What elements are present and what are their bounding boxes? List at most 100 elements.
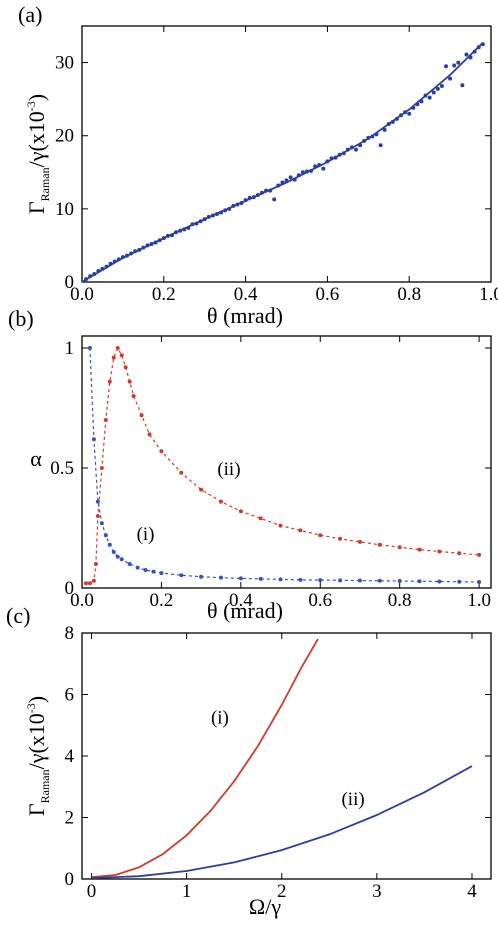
data-point-b-i [135, 565, 140, 570]
panel-a: (a) ΓRaman/γ(x10-3) θ (mrad) 0.0 0.2 0.4 0.… [18, 2, 498, 328]
data-point-a [165, 233, 170, 238]
ticks-c: 0 1 2 3 4 0 2 4 6 8 [65, 623, 491, 902]
data-point-b-ii [298, 528, 303, 533]
data-point-a [476, 45, 481, 50]
data-point-b-ii [99, 466, 104, 470]
data-point-a [456, 60, 461, 65]
x-tick-label-c: 3 [372, 881, 382, 902]
data-point-a [239, 201, 244, 206]
data-point-a [292, 177, 297, 182]
y-tick-label-a: 0 [65, 272, 75, 293]
data-point-b-i [87, 346, 92, 350]
data-point-a [284, 178, 289, 183]
x-tick-label-a: 0.4 [234, 284, 258, 305]
y-tick-label-b: 0.5 [50, 458, 74, 479]
x-tick-label-a: 0.8 [397, 284, 421, 305]
data-point-b-i [298, 577, 303, 582]
data-point-a [186, 225, 191, 230]
data-point-a [435, 86, 440, 91]
data-point-b-i [397, 579, 402, 584]
data-point-a [231, 203, 236, 208]
data-point-a [407, 111, 412, 116]
x-tick-label-b: 1.0 [467, 590, 491, 611]
marks-c: (i) (ii) [91, 638, 473, 879]
data-point-a [153, 240, 158, 245]
data-point-b-i [179, 573, 184, 578]
data-point-a [96, 269, 101, 274]
data-point-b-i [99, 521, 104, 526]
data-point-b-ii [119, 353, 124, 358]
data-point-a [100, 266, 105, 271]
data-point-b-ii [457, 551, 462, 556]
panel-label-b: (b) [8, 306, 34, 331]
data-point-b-ii [147, 432, 152, 437]
x-tick-label-c: 2 [277, 881, 287, 902]
data-point-a [169, 233, 174, 238]
y-axis-label-b: α [30, 446, 42, 471]
data-point-a [182, 227, 187, 232]
data-point-a [321, 166, 326, 171]
data-point-a [104, 264, 109, 269]
data-point-a [120, 255, 125, 260]
data-point-b-i [107, 542, 112, 547]
series-line-c-ii [91, 765, 473, 879]
data-point-a [382, 127, 387, 132]
data-point-a [210, 213, 215, 218]
x-axis-label-a: θ (mrad) [207, 303, 283, 328]
data-point-a [431, 90, 436, 95]
data-point-a [415, 102, 420, 107]
annotation-c: (i) [211, 708, 229, 729]
data-point-b-i [357, 578, 362, 583]
data-point-b-ii [87, 581, 92, 586]
panel-label-c: (c) [6, 603, 30, 628]
data-point-a [161, 236, 166, 241]
data-point-b-i [437, 579, 442, 584]
data-point-a [349, 145, 354, 150]
data-point-b-i [127, 562, 132, 566]
x-tick-label-a: 0.6 [316, 284, 340, 305]
data-point-a [157, 238, 162, 243]
data-point-a [296, 173, 301, 178]
data-point-a [419, 99, 424, 104]
data-point-a [112, 259, 117, 264]
annotation-b: (i) [137, 524, 155, 545]
data-point-a [309, 168, 314, 173]
data-point-a [255, 192, 260, 197]
y-tick-label-a: 10 [55, 199, 74, 220]
x-tick-label-c: 4 [467, 881, 477, 902]
data-point-a [202, 217, 207, 222]
data-point-b-ii [107, 379, 112, 384]
x-tick-label-a: 1.0 [479, 284, 498, 305]
data-point-a [378, 143, 383, 148]
panel-label-a: (a) [18, 2, 42, 27]
data-point-b-ii [93, 562, 98, 566]
data-point-a [439, 83, 444, 88]
data-point-a [137, 247, 142, 252]
data-point-b-ii [103, 418, 108, 422]
data-point-b-ii [127, 379, 132, 384]
y-tick-label-b: 1 [65, 338, 75, 359]
data-point-b-i [377, 578, 382, 583]
data-point-b-i [218, 575, 223, 580]
x-tick-label-b: 0.6 [308, 590, 332, 611]
data-point-a [325, 159, 330, 164]
data-point-a [444, 64, 449, 69]
data-point-b-i [258, 576, 263, 581]
y-tick-label-b: 0 [65, 578, 75, 599]
data-point-b-i [457, 579, 462, 584]
data-point-a [198, 219, 203, 224]
data-point-a [374, 132, 379, 137]
y-tick-label-c: 4 [65, 746, 75, 767]
data-point-a [264, 188, 269, 193]
data-point-a [149, 241, 154, 246]
data-point-b-ii [111, 355, 116, 360]
data-point-b-ii [278, 523, 283, 528]
data-point-a [88, 274, 93, 279]
x-axis-label-c: Ω/γ [249, 894, 281, 919]
data-point-b-i [115, 554, 120, 559]
data-point-a [300, 170, 305, 175]
data-point-a [124, 253, 129, 258]
x-tick-label-a: 0.0 [70, 284, 94, 305]
data-point-a [452, 63, 457, 68]
